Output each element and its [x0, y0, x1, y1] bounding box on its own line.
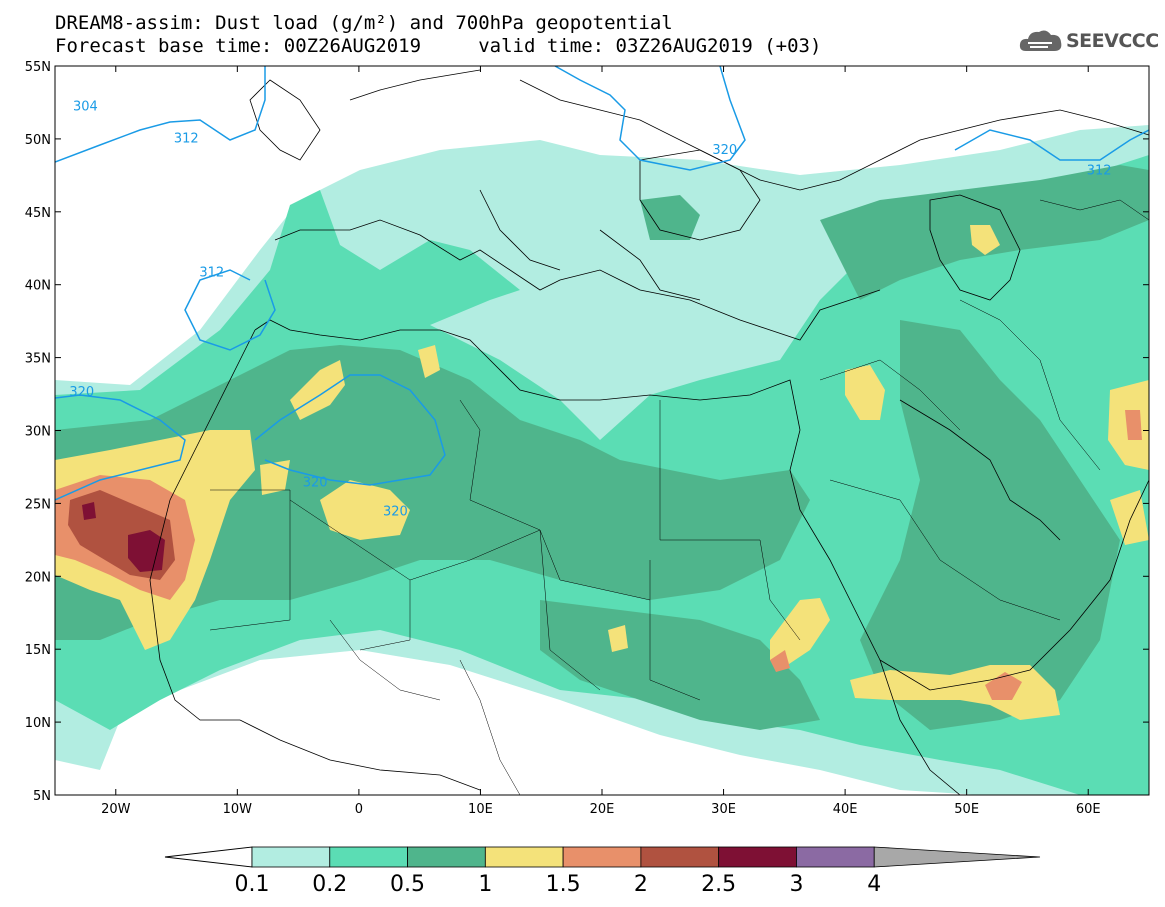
contour-320: [254, 374, 446, 486]
contour-312: [954, 129, 1149, 161]
contour-labels: 304 312 320 312 312 320 320 320: [69, 99, 1112, 520]
lon-tick-label: 50E: [954, 802, 979, 817]
colorbar-label: 1: [478, 872, 493, 897]
lon-tick-label: 30E: [711, 802, 736, 817]
lon-tick-label: 20E: [590, 802, 615, 817]
forecast-time-subtitle: Forecast base time: 00Z26AUG2019 valid t…: [55, 35, 822, 57]
dust-level-2-5: [82, 502, 96, 520]
contour-320: [55, 394, 186, 501]
colorbar-swatch: [484, 846, 564, 868]
lon-tick-label: 20W: [101, 802, 131, 817]
logo-text: SEEVCCC: [1066, 30, 1159, 52]
axis-ticks: 20W 10W 0 10E 20E 30E 40E 50E 60E 55N 50N 45N 40N 35N…: [25, 60, 1149, 817]
lat-tick-label: 45N: [25, 206, 51, 221]
dust-level-2-5: [128, 530, 165, 572]
lat-tick-label: 35N: [25, 352, 51, 367]
country-borders: [209, 199, 1149, 795]
colorbar-label: 2.5: [701, 872, 737, 897]
dust-level-1: [970, 225, 1000, 255]
colorbar-swatch: [796, 846, 875, 868]
dust-level-1: [1110, 490, 1149, 545]
lat-tick-label: 20N: [25, 570, 51, 585]
colorbar-swatch: [640, 846, 720, 868]
dust-level-1: [418, 345, 440, 378]
contour-label: 320: [69, 385, 94, 400]
colorbar-swatch: [329, 846, 408, 868]
colorbar-swatch: [718, 846, 797, 868]
colorbar-label: 4: [867, 872, 882, 897]
dust-level-1: [320, 480, 410, 540]
dust-level-1-5: [770, 650, 790, 672]
colorbar-swatch: [407, 846, 486, 868]
colorbar: [164, 846, 1041, 868]
dust-level-0-5: [640, 195, 700, 240]
lon-tick-label: 60E: [1076, 802, 1101, 817]
lon-tick-label: 0: [355, 802, 363, 817]
contour-320: [554, 66, 746, 171]
contour-label: 320: [303, 476, 328, 491]
map-title: DREAM8-assim: Dust load (g/m²) and 700hP…: [55, 12, 673, 34]
lat-tick-label: 30N: [25, 425, 51, 440]
colorbar-label: 0.2: [312, 872, 348, 897]
dust-level-1: [845, 365, 885, 420]
coastlines: [149, 69, 1149, 795]
lon-tick-label: 10W: [223, 802, 253, 817]
contour-label: 312: [174, 131, 199, 146]
colorbar-label: 2: [633, 872, 648, 897]
contour-label: 304: [73, 99, 98, 114]
lat-tick-label: 10N: [25, 716, 51, 731]
colorbar-label: 0.1: [234, 872, 270, 897]
dust-level-0-5: [860, 320, 1120, 730]
colorbar-high-arrow: [873, 846, 1041, 868]
lat-tick-label: 15N: [25, 643, 51, 658]
dust-level-0-5: [55, 345, 810, 640]
geopotential-contours: [55, 66, 1149, 501]
lat-tick-label: 55N: [25, 60, 51, 75]
colorbar-swatch: [251, 846, 331, 868]
lat-tick-label: 40N: [25, 279, 51, 294]
dust-level-1: [260, 460, 290, 495]
lon-tick-label: 40E: [833, 802, 858, 817]
seevccc-logo: SEEVCCC: [1018, 26, 1159, 56]
contour-304: [55, 66, 266, 163]
cloud-icon: [1019, 30, 1062, 51]
lat-tick-label: 5N: [33, 789, 51, 804]
lat-tick-label: 25N: [25, 497, 51, 512]
colorbar-low-arrow: [164, 846, 253, 868]
colorbar-label: 3: [789, 872, 804, 897]
dust-level-1-5: [1125, 410, 1142, 440]
contour-label: 320: [383, 505, 408, 520]
contour-312: [184, 269, 276, 351]
colorbar-label: 0.5: [390, 872, 426, 897]
colorbar-label: 1.5: [545, 872, 581, 897]
contour-label: 312: [199, 266, 224, 281]
colorbar-swatch: [562, 846, 642, 868]
contour-label: 320: [712, 143, 737, 158]
lat-tick-label: 50N: [25, 133, 51, 148]
dust-level-1: [608, 625, 628, 652]
contour-label: 312: [1087, 164, 1112, 179]
lon-tick-label: 10E: [468, 802, 493, 817]
